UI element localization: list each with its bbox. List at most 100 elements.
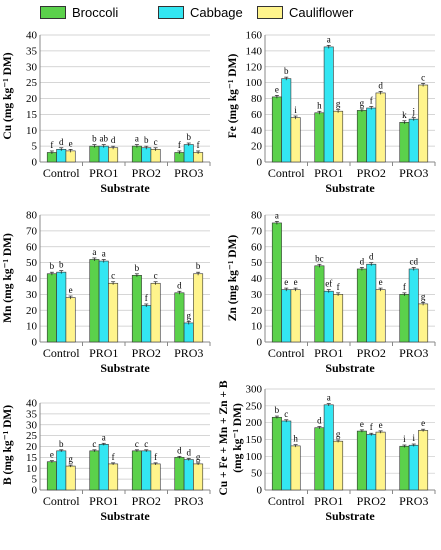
y-axis-label: Fe (mg kg⁻¹ DM) xyxy=(227,54,239,139)
bar-cabbage-control xyxy=(56,450,67,491)
bar-cabbage-control xyxy=(56,149,67,163)
y-tick-label: 150 xyxy=(246,434,263,446)
x-axis-label: Substrate xyxy=(325,181,375,195)
legend-item-cabbage: Cabbage xyxy=(158,4,243,20)
bar-cauliflower-pro1 xyxy=(333,294,344,343)
y-tick-label: 160 xyxy=(246,30,263,42)
significance-letter: j xyxy=(411,107,415,117)
y-tick-label: 250 xyxy=(246,400,263,412)
y-tick-label: 35 xyxy=(26,408,38,420)
y-tick-label: 80 xyxy=(251,93,263,105)
bar-broccoli-pro1 xyxy=(314,112,325,163)
y-tick-label: 0 xyxy=(257,157,263,169)
y-tick-label: 40 xyxy=(26,273,38,285)
y-tick-label: 0 xyxy=(257,337,263,349)
bar-cauliflower-pro3 xyxy=(418,303,429,343)
bar-cabbage-pro1 xyxy=(98,444,109,491)
legend-swatch-cabbage xyxy=(158,5,184,19)
bar-cauliflower-pro2 xyxy=(375,289,386,343)
bar-cabbage-pro1 xyxy=(323,404,334,491)
y-tick-label: 30 xyxy=(251,289,263,301)
significance-letter: c xyxy=(92,439,96,449)
bar-cauliflower-pro3 xyxy=(193,273,204,343)
x-tick-label: PRO2 xyxy=(357,346,386,360)
bar-broccoli-pro2 xyxy=(131,450,142,491)
y-axis-label: B (mg kg⁻¹ DM) xyxy=(2,405,14,485)
significance-letter: f xyxy=(178,140,181,150)
legend-label-cauliflower: Cauliflower xyxy=(289,4,354,20)
significance-letter: f xyxy=(337,282,340,292)
y-tick-label: 80 xyxy=(251,210,263,222)
y-tick-label: 20 xyxy=(26,93,38,105)
significance-letter: c xyxy=(154,137,158,147)
bar-broccoli-pro1 xyxy=(314,265,325,343)
significance-letter: f xyxy=(370,96,373,106)
y-tick-label: 140 xyxy=(246,45,263,57)
y-tick-label: 120 xyxy=(246,61,263,73)
y-axis-label: Cu (mg kg⁻¹ DM) xyxy=(2,52,14,139)
y-tick-label: 0 xyxy=(32,157,38,169)
y-tick-label: 20 xyxy=(26,305,38,317)
bar-cauliflower-pro1 xyxy=(108,147,119,163)
bar-broccoli-control xyxy=(46,273,57,343)
x-tick-label: PRO3 xyxy=(174,166,203,180)
y-tick-label: 5 xyxy=(32,474,38,486)
bar-cauliflower-control xyxy=(65,297,76,343)
bar-cauliflower-control xyxy=(290,445,301,491)
x-tick-label: PRO1 xyxy=(314,494,343,508)
significance-letter: ab xyxy=(100,134,109,144)
legend-label-cabbage: Cabbage xyxy=(190,4,243,20)
bar-cabbage-pro1 xyxy=(98,260,109,343)
bar-cabbage-pro2 xyxy=(141,305,152,343)
significance-letter: f xyxy=(154,452,157,462)
bar-cauliflower-pro2 xyxy=(375,92,386,163)
bar-cabbage-pro3 xyxy=(183,459,194,491)
legend-label-broccoli: Broccoli xyxy=(72,4,119,20)
bar-broccoli-pro3 xyxy=(174,292,185,343)
y-tick-label: 10 xyxy=(26,125,38,137)
significance-letter: h xyxy=(317,100,322,110)
bar-cabbage-pro2 xyxy=(366,263,377,343)
significance-letter: d xyxy=(177,445,182,455)
bar-broccoli-pro2 xyxy=(356,110,367,163)
x-tick-label: PRO1 xyxy=(314,346,343,360)
significance-letter: bc xyxy=(315,253,324,263)
x-tick-label: Control xyxy=(268,494,305,508)
y-tick-label: 40 xyxy=(26,30,38,42)
y-tick-label: 70 xyxy=(26,225,38,237)
significance-letter: b xyxy=(92,134,97,144)
significance-letter: b xyxy=(275,405,280,415)
significance-letter: f xyxy=(403,282,406,292)
bar-broccoli-control xyxy=(46,461,57,491)
bar-cauliflower-pro2 xyxy=(150,149,161,163)
bar-broccoli-pro1 xyxy=(89,145,100,163)
significance-letter: c xyxy=(421,72,425,82)
significance-letter: g xyxy=(421,291,426,301)
y-tick-label: 50 xyxy=(251,468,263,480)
bar-cauliflower-pro1 xyxy=(333,440,344,491)
bar-cabbage-pro3 xyxy=(408,444,419,491)
significance-letter: e xyxy=(275,84,279,94)
significance-letter: b xyxy=(144,135,149,145)
bar-broccoli-pro1 xyxy=(89,259,100,343)
legend-swatch-cauliflower xyxy=(257,5,283,19)
significance-letter: e xyxy=(50,450,54,460)
significance-letter: g xyxy=(336,99,341,109)
bar-cauliflower-pro2 xyxy=(375,431,386,491)
legend: Broccoli Cabbage Cauliflower xyxy=(0,4,441,20)
x-tick-label: PRO3 xyxy=(399,346,428,360)
bar-broccoli-pro1 xyxy=(89,450,100,491)
x-axis-label: Substrate xyxy=(325,361,375,375)
significance-letter: a xyxy=(327,393,331,403)
y-axis-label: Zn (mg kg⁻¹ DM) xyxy=(227,235,239,322)
y-tick-label: 25 xyxy=(26,430,38,442)
x-tick-label: PRO2 xyxy=(357,166,386,180)
significance-letter: d xyxy=(378,80,383,90)
bar-cabbage-pro1 xyxy=(98,145,109,163)
significance-letter: k xyxy=(402,110,407,120)
x-tick-label: PRO1 xyxy=(89,166,118,180)
